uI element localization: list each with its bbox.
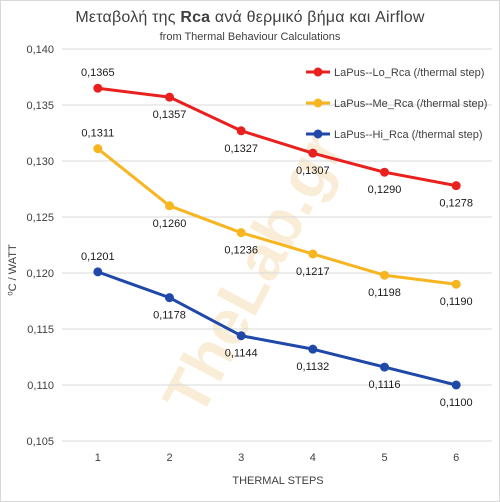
data-point (380, 362, 389, 372)
data-label: 0,1178 (153, 310, 186, 322)
data-label: 0,1116 (368, 379, 400, 391)
x-tick-label: 1 (95, 452, 101, 464)
x-tick-label: 5 (381, 452, 387, 464)
x-tick-label: 3 (238, 452, 244, 464)
y-axis-label: ⁰C / WATT (7, 244, 19, 296)
data-label: 0,1290 (368, 184, 402, 196)
series-line (96, 147, 458, 286)
data-label: 0,1278 (439, 198, 473, 210)
data-point (451, 380, 461, 390)
data-point (93, 267, 103, 277)
data-label: 0,1201 (81, 251, 115, 263)
data-label: 0,1307 (296, 165, 330, 177)
data-point (380, 167, 389, 177)
data-point (165, 293, 174, 303)
x-tick-label: 2 (166, 452, 172, 464)
data-label: 0,1100 (440, 397, 473, 409)
data-point (236, 126, 246, 136)
x-tick-label: 4 (310, 452, 316, 464)
y-tick-label: 0,125 (26, 212, 54, 224)
data-label: 0,1357 (153, 109, 187, 121)
data-point (236, 228, 246, 238)
data-point (93, 144, 103, 154)
data-point (451, 181, 461, 191)
y-tick-label: 0,130 (26, 156, 54, 168)
data-label: 0,1132 (296, 361, 329, 373)
y-tick-label: 0,110 (27, 380, 54, 392)
y-tick-label: 0,140 (26, 44, 54, 56)
data-point (380, 270, 389, 280)
y-tick-label: 0,115 (27, 324, 54, 336)
legend-entry: LaPus--Me_Rca (/thermal step) (334, 98, 487, 110)
chart-subtitle: from Thermal Behaviour Calculations (159, 31, 341, 43)
x-axis-label: THERMAL STEPS (232, 475, 323, 487)
data-label: 0,1327 (224, 143, 258, 155)
data-label: 0,1260 (153, 218, 187, 230)
legend-swatch-marker (313, 67, 323, 77)
x-tick-label: 6 (453, 452, 459, 464)
data-point (93, 83, 103, 93)
data-label: 0,1217 (296, 266, 330, 278)
data-label: 0,1198 (368, 287, 401, 299)
data-point (308, 344, 318, 354)
data-label: 0,1236 (224, 245, 258, 257)
y-tick-label: 0,105 (26, 436, 54, 448)
y-tick-label: 0,120 (26, 268, 54, 280)
data-label: 0,1365 (81, 67, 115, 79)
data-point (308, 148, 318, 158)
legend-entry: LaPus--Lo_Rca (/thermal step) (334, 67, 484, 79)
legend-swatch-marker (313, 98, 323, 108)
data-point (451, 279, 461, 289)
data-point (165, 201, 174, 211)
data-label: 0,1144 (225, 348, 258, 360)
data-label: 0,1311 (81, 128, 114, 140)
y-tick-label: 0,135 (26, 100, 54, 112)
chart-title: Μεταβολή της Rca ανά θερμικό βήμα και Ai… (75, 9, 425, 26)
data-point (165, 92, 174, 102)
series-line (96, 86, 458, 188)
legend-swatch-marker (313, 129, 323, 139)
data-point (236, 331, 246, 341)
series-line (96, 270, 458, 387)
data-label: 0,1190 (440, 296, 473, 308)
legend-entry: LaPus--Hi_Rca (/thermal step) (334, 129, 483, 141)
data-point (308, 249, 318, 259)
